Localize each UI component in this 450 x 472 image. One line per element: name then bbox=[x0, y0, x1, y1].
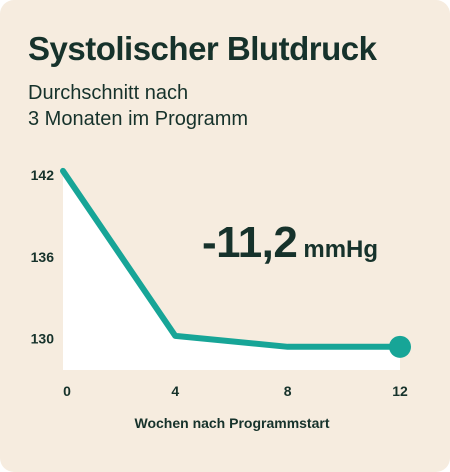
x-tick-label: 12 bbox=[392, 383, 408, 399]
x-tick-label: 8 bbox=[284, 383, 292, 399]
subtitle-line-2: 3 Monaten im Programm bbox=[28, 108, 249, 130]
series-line bbox=[60, 167, 403, 350]
chart-subtitle: Durchschnitt nach 3 Monaten im Programm bbox=[28, 80, 408, 132]
x-tick-label: 0 bbox=[63, 383, 71, 399]
area-under-line bbox=[63, 170, 400, 370]
change-callout: -11,2 mmHg bbox=[202, 218, 378, 268]
subtitle-line-1: Durchschnitt nach bbox=[28, 82, 189, 104]
callout-unit: mmHg bbox=[303, 236, 379, 263]
chart-title: Systolischer Blutdruck bbox=[28, 30, 377, 67]
series-end-point bbox=[389, 335, 411, 358]
x-tick-label: 4 bbox=[171, 383, 179, 399]
x-axis-label: Wochen nach Programmstart bbox=[134, 415, 329, 431]
callout-value: -11,2 bbox=[202, 218, 298, 267]
y-tick-label: 142 bbox=[31, 167, 55, 183]
y-tick-label: 130 bbox=[31, 331, 55, 347]
y-tick-label: 136 bbox=[31, 249, 55, 265]
